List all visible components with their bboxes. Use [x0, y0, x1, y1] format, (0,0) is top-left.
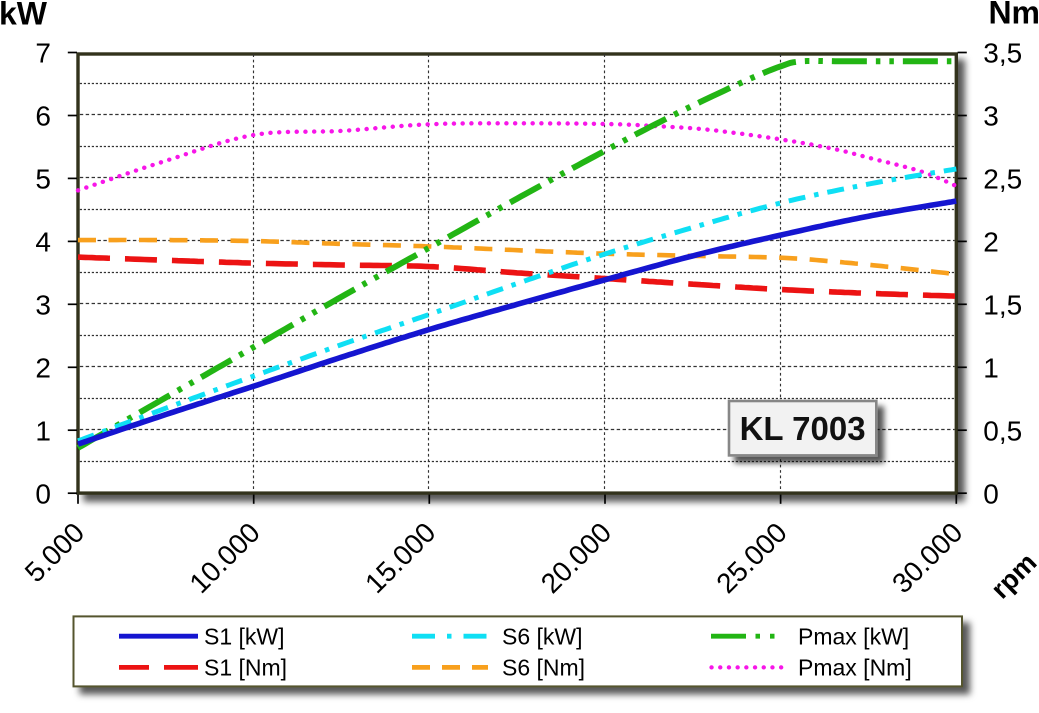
svg-text:KL 7003: KL 7003	[740, 410, 866, 447]
svg-text:S1 [Nm]: S1 [Nm]	[204, 655, 287, 681]
svg-text:S1 [kW]: S1 [kW]	[204, 624, 285, 650]
svg-text:2: 2	[35, 352, 51, 383]
svg-text:3: 3	[35, 289, 51, 320]
svg-text:S6 [Nm]: S6 [Nm]	[502, 655, 585, 681]
svg-text:0: 0	[35, 478, 51, 509]
svg-text:1,5: 1,5	[983, 289, 1022, 320]
svg-text:1: 1	[983, 352, 999, 383]
svg-text:S6 [kW]: S6 [kW]	[502, 624, 583, 650]
svg-text:4: 4	[35, 227, 51, 258]
svg-text:2: 2	[983, 227, 999, 258]
svg-text:3: 3	[983, 101, 999, 132]
svg-text:6: 6	[35, 101, 51, 132]
svg-text:3,5: 3,5	[983, 38, 1022, 69]
svg-text:0,5: 0,5	[983, 415, 1022, 446]
svg-text:Nm: Nm	[988, 0, 1039, 31]
svg-text:2,5: 2,5	[983, 164, 1022, 195]
svg-text:Pmax [kW]: Pmax [kW]	[798, 624, 909, 650]
svg-text:7: 7	[35, 38, 51, 69]
svg-text:1: 1	[35, 415, 51, 446]
svg-text:5: 5	[35, 164, 51, 195]
svg-text:Pmax [Nm]: Pmax [Nm]	[798, 655, 912, 681]
svg-text:0: 0	[983, 478, 999, 509]
svg-text:kW: kW	[0, 0, 48, 32]
